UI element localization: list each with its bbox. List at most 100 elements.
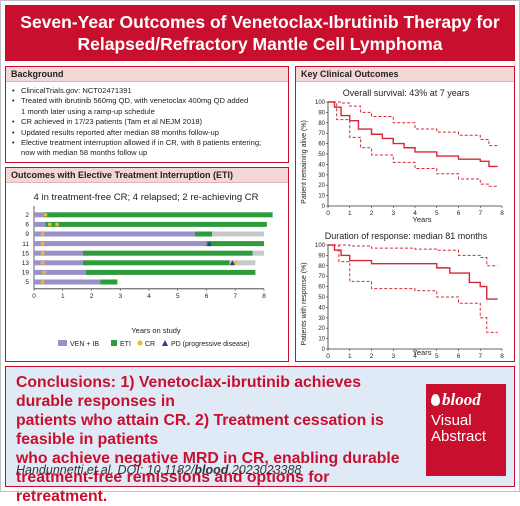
os-ytick-label: 70 — [318, 131, 325, 137]
eti-xtick-label: 2 — [90, 293, 94, 300]
os-ytick-label: 100 — [315, 100, 326, 106]
os-xtick-label: 8 — [500, 210, 504, 217]
os-ytick-label: 60 — [318, 142, 325, 148]
dor-ytick-label: 100 — [315, 243, 326, 249]
dor-ytick-label: 80 — [318, 264, 325, 270]
eti-xtick-label: 8 — [262, 293, 266, 300]
eti-bar-eti — [82, 250, 253, 256]
os-xtick-label: 1 — [348, 210, 352, 217]
dor-xlabel: Years — [413, 348, 432, 357]
eti-bar-ven-ib — [34, 250, 83, 256]
dor-ytick-label: 50 — [318, 295, 325, 301]
os-ytick-label: 10 — [318, 194, 325, 200]
legend-swatch-ven-ib — [58, 340, 67, 346]
eti-legend: VEN + IB ETI CR PD (progressive disease) — [58, 340, 250, 348]
dor-ytick-label: 40 — [318, 305, 325, 311]
eti-xtick-label: 6 — [205, 293, 209, 300]
eti-bar-eti — [100, 279, 118, 285]
eti-xlabel: Years on study — [131, 326, 181, 335]
eti-bar-ven-ib — [34, 231, 195, 237]
list-item-text: Elective treatment interruption allowed … — [21, 138, 262, 148]
legend-swatch-pd — [162, 340, 168, 346]
os-xtick-label: 7 — [478, 210, 482, 217]
brand-blood: blood — [442, 390, 481, 409]
eti-xtick-label: 3 — [118, 293, 122, 300]
eti-row-label: 11 — [22, 241, 29, 248]
eti-cr-marker — [40, 260, 45, 265]
eti-pd-marker — [229, 260, 235, 266]
citation-journal: blood — [194, 463, 229, 477]
os-ytick-label: 90 — [318, 110, 325, 116]
list-item: CR achieved in 17/23 patients (Tam et al… — [12, 117, 282, 128]
eti-cr-marker — [42, 270, 46, 275]
eti-bar-ven-ib — [34, 279, 101, 285]
os-ytick-label: 40 — [318, 162, 325, 168]
brand-visual-abstract: Visual Abstract — [431, 413, 501, 445]
os-xtick-label: 4 — [413, 210, 417, 217]
os-ytick-label: 20 — [318, 183, 325, 189]
key-outcomes-heading: Key Clinical Outcomes — [296, 67, 514, 82]
dor-ci-lower — [328, 244, 498, 333]
legend-ven-ib: VEN + IB — [70, 341, 99, 348]
os-ytick-label: 80 — [318, 121, 325, 127]
legend-cr: CR — [145, 341, 155, 348]
list-item-text: now with median 58 months follow up — [21, 148, 148, 158]
eti-panel: Outcomes with Elective Treatment Interru… — [5, 167, 289, 362]
eti-bar-retreatment — [212, 231, 264, 237]
eti-xtick-label: 0 — [32, 293, 36, 300]
eti-row-label: 19 — [22, 270, 30, 277]
title-line-2: Relapsed/Refractory Mantle Cell Lymphoma — [77, 34, 443, 54]
conclusions-panel: Conclusions: 1) Venetoclax-ibrutinib ach… — [5, 366, 515, 505]
os-xtick-label: 6 — [457, 210, 461, 217]
os-title: Overall survival: 43% at 7 years — [343, 88, 470, 98]
legend-eti: ETI — [120, 341, 131, 348]
title-line-1: Seven-Year Outcomes of Venetoclax-Ibruti… — [20, 12, 500, 32]
eti-bar-retreatment — [229, 260, 256, 266]
dor-ylabel: Patients with response (%) — [301, 262, 308, 345]
background-panel: Background ClinicalTrials.gov: NCT024713… — [5, 66, 289, 163]
background-list: ClinicalTrials.gov: NCT02471391 Treated … — [6, 82, 288, 159]
os-ytick-label: 30 — [318, 173, 325, 179]
eti-row-label: 2 — [25, 212, 29, 219]
dor-xtick-label: 3 — [391, 353, 395, 360]
citation-prefix: Handunnetti et al. DOI: 10.1182/ — [16, 463, 195, 477]
eti-bar-ven-ib — [34, 212, 45, 218]
dor-xtick-label: 6 — [457, 353, 461, 360]
eti-cr-marker — [233, 260, 238, 265]
os-ci-upper — [328, 101, 498, 147]
eti-cr-marker — [40, 241, 45, 246]
eti-row-label: 15 — [22, 250, 30, 257]
dor-xtick-label: 7 — [478, 353, 482, 360]
eti-bar-eti — [195, 231, 213, 237]
legend-pd: PD (progressive disease) — [171, 341, 250, 348]
legend-swatch-eti — [111, 340, 117, 346]
dor-ytick-label: 90 — [318, 253, 325, 259]
blood-drop-icon — [431, 394, 440, 406]
eti-heading: Outcomes with Elective Treatment Interru… — [6, 168, 288, 183]
os-xtick-label: 0 — [326, 210, 330, 217]
eti-cr-marker — [47, 222, 52, 227]
eti-swimmer-chart: 4 in treatment-free CR; 4 relapsed; 2 re… — [22, 192, 273, 348]
list-item: ClinicalTrials.gov: NCT02471391 — [12, 86, 282, 97]
dor-plot: 0 10 20 30 40 50 60 70 80 90 100 0 1 2 3 4 5 6 7 8 — [315, 243, 504, 360]
eti-xtick-label: 5 — [176, 293, 180, 300]
eti-bar-eti — [206, 241, 264, 247]
list-item: Elective treatment interruption allowed … — [12, 138, 282, 159]
eti-bar-retreatment — [252, 250, 264, 256]
eti-bar-ven-ib — [34, 241, 207, 247]
dor-ytick-label: 30 — [318, 316, 325, 322]
conclusion-line: Conclusions: 1) Venetoclax-ibrutinib ach… — [16, 374, 361, 410]
dor-xtick-label: 2 — [370, 353, 374, 360]
blood-visual-abstract-logo: blood Visual Abstract — [426, 384, 506, 476]
eti-cr-marker — [40, 251, 45, 256]
dor-ytick-label: 20 — [318, 326, 325, 332]
list-item: Treated with ibrutinib 560mg QD, with ve… — [12, 96, 282, 117]
os-xtick-label: 3 — [391, 210, 395, 217]
dor-ytick-label: 10 — [318, 337, 325, 343]
eti-bar-ven-ib — [34, 269, 86, 275]
eti-xtick-label: 7 — [233, 293, 237, 300]
conclusion-line: patients who attain CR. 2) Treatment ces… — [16, 412, 384, 448]
list-item-text: Treated with ibrutinib 560mg QD, with ve… — [21, 96, 249, 106]
eti-bar-eti — [85, 269, 256, 275]
list-item: Updated results reported after median 88… — [12, 128, 282, 139]
